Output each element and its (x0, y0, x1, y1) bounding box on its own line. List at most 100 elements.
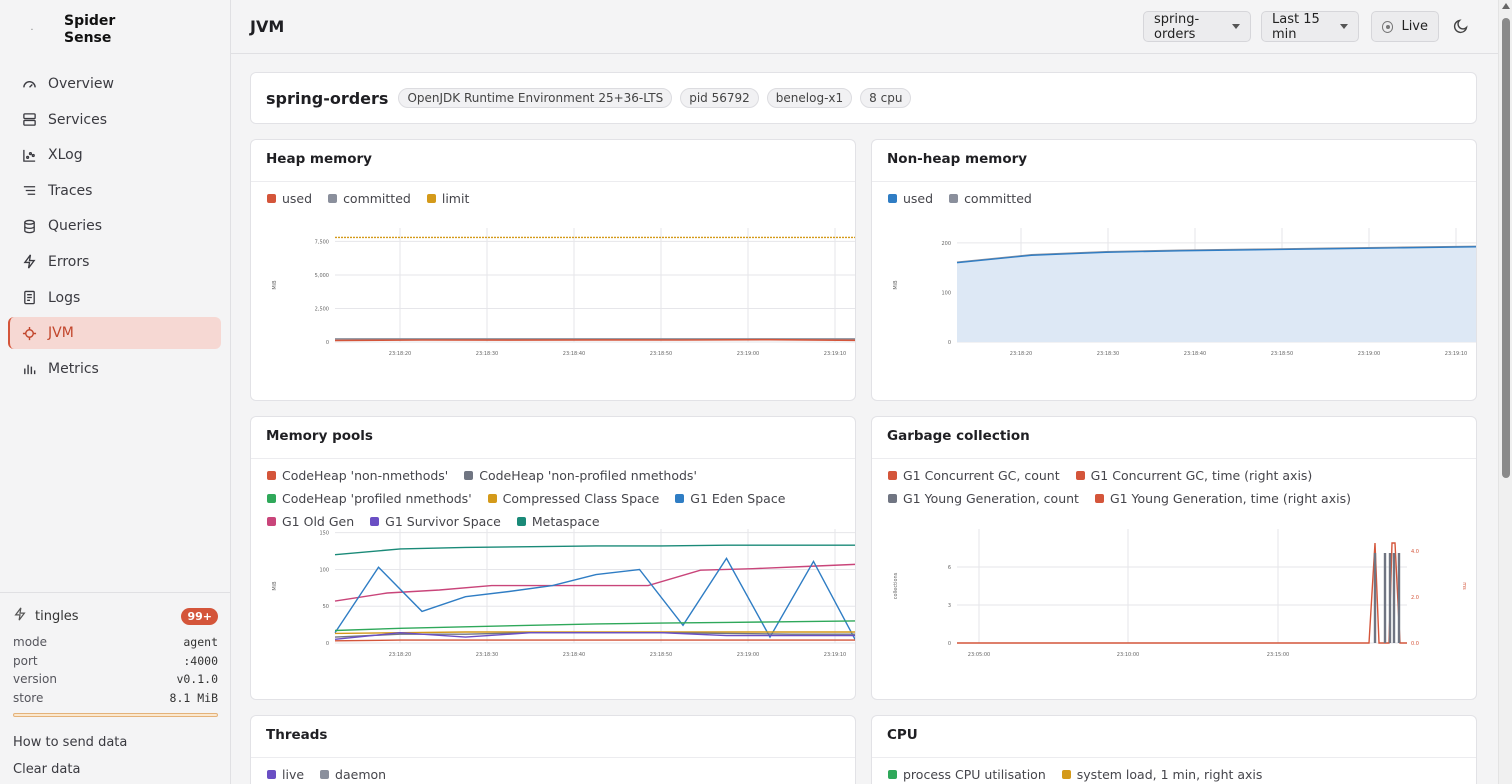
legend-label: live (282, 767, 305, 782)
y-axis-label: MiB (893, 280, 899, 290)
scrollbar-thumb[interactable] (1502, 18, 1510, 478)
legend-item[interactable]: G1 Concurrent GC, count (888, 467, 1060, 484)
legend-label: G1 Young Generation, count (903, 491, 1079, 506)
cpu-icon (21, 325, 37, 341)
mode-row: mode agent (13, 633, 218, 652)
scrollbar[interactable] (1498, 0, 1512, 784)
agent-status: tingles 99+ mode agent port:4000 version v… (0, 592, 231, 783)
y-tick-label: 100 (319, 567, 329, 573)
legend-item[interactable]: used (267, 190, 312, 207)
legend-item[interactable]: G1 Concurrent GC, time (right axis) (1075, 467, 1313, 484)
legend-item[interactable]: G1 Old Gen (267, 513, 354, 530)
series-line (334, 557, 855, 641)
legend-item[interactable]: committed (949, 190, 1032, 207)
legend-label: committed (343, 191, 411, 206)
y-tick-label: 0 (326, 340, 329, 346)
sidebar-nav: Overview Services XLog Traces Queries Er… (8, 68, 221, 388)
legend-item[interactable]: G1 Survivor Space (370, 513, 501, 530)
sidebar-item-label: Services (48, 111, 108, 128)
sidebar-item-label: Traces (48, 182, 93, 199)
sidebar-item-metrics[interactable]: Metrics (8, 353, 221, 385)
legend-item[interactable]: process CPU utilisation (888, 766, 1046, 783)
x-tick-label: 23:19:10 (824, 351, 846, 357)
chart-legend: used committed (888, 190, 1466, 207)
legend-item[interactable]: CodeHeap 'non-nmethods' (267, 467, 448, 484)
non-heap-chart[interactable]: 0 100 200 23:18:20 23:18:30 23:18:40 23:18:50 2… (872, 218, 1477, 368)
brand[interactable]: · Spider Sense (18, 12, 115, 48)
x-tick-label: 23:15:00 (1267, 652, 1289, 658)
time-range-value: Last 15 min (1272, 11, 1320, 42)
count-bar (1388, 553, 1392, 643)
legend-item[interactable]: G1 Young Generation, count (888, 490, 1079, 507)
garbage-collection-chart[interactable]: 0 3 6 23:05:00 23:10:00 23:15:00 collections 0.… (872, 519, 1477, 669)
legend-item[interactable]: live (267, 766, 304, 783)
sidebar-item-services[interactable]: Services (8, 104, 221, 136)
brand-line-2: Sense (64, 30, 112, 46)
legend-item[interactable]: G1 Young Generation, time (right axis) (1094, 490, 1351, 507)
x-tick-label: 23:18:40 (563, 351, 585, 357)
host-chip: benelog-x1 (766, 88, 853, 108)
y-tick-label: 50 (323, 604, 329, 610)
sidebar-item-overview[interactable]: Overview (8, 68, 221, 100)
clear-data-button[interactable]: Clear data (13, 762, 81, 777)
series-area (957, 246, 1476, 342)
legend-item[interactable]: system load, 1 min, right axis (1061, 766, 1262, 783)
legend-item[interactable]: used (888, 190, 933, 207)
sidebar-item-xlog[interactable]: XLog (8, 139, 221, 171)
service-select[interactable]: spring-orders (1143, 11, 1251, 42)
swatch (426, 194, 436, 203)
swatch (370, 517, 380, 526)
swatch (888, 770, 897, 779)
series-line (334, 544, 855, 556)
swatch (487, 494, 497, 503)
swatch (949, 194, 959, 203)
y-tick-label: 0 (948, 340, 951, 346)
legend-item[interactable]: CodeHeap 'profiled nmethods' (267, 490, 472, 507)
legend-label: G1 Concurrent GC, time (right axis) (1090, 468, 1313, 483)
divider (251, 181, 855, 182)
sidebar-item-label: Overview (48, 76, 114, 92)
heap-chart[interactable]: 0 2,500 5,000 7,500 23:18:20 23:18:30 23:18:40… (251, 218, 856, 368)
legend-item[interactable]: daemon (320, 766, 386, 783)
sidebar-item-errors[interactable]: Errors (8, 246, 221, 278)
chevron-down-icon (1232, 24, 1240, 29)
theme-toggle-moon-icon[interactable] (1453, 18, 1469, 38)
sidebar-item-logs[interactable]: Logs (8, 282, 221, 314)
scroll-up-arrow-icon[interactable] (1502, 3, 1510, 9)
y-tick-label: 7,500 (315, 239, 329, 245)
legend-label: G1 Young Generation, time (right axis) (1109, 491, 1351, 506)
chart-legend: live daemon (267, 766, 845, 783)
list-tree-icon (21, 183, 37, 199)
y2-tick-label: 2.0 (1411, 595, 1419, 601)
memory-pools-chart[interactable]: 0 50 100 150 23:18:20 23:18:30 23:18:40 23:18:5… (251, 519, 856, 669)
legend-label: CodeHeap 'non-nmethods' (282, 468, 449, 483)
chart-legend: used committed limit (267, 190, 845, 207)
legend-item[interactable]: Metaspace (516, 513, 600, 530)
agent-row[interactable]: tingles 99+ (13, 605, 218, 627)
sidebar-item-label: Queries (48, 218, 103, 235)
chart-legend: G1 Concurrent GC, count G1 Concurrent GC… (888, 467, 1466, 507)
legend-item[interactable]: committed (328, 190, 411, 207)
sidebar-item-jvm[interactable]: JVM (8, 317, 221, 350)
version-value: v0.1.0 (176, 672, 218, 687)
live-toggle[interactable]: Live (1371, 11, 1439, 42)
x-tick-label: 23:19:00 (737, 351, 759, 357)
legend-item[interactable]: Compressed Class Space (487, 490, 659, 507)
legend-item[interactable]: G1 Eden Space (675, 490, 785, 507)
sidebar-item-queries[interactable]: Queries (8, 210, 221, 242)
swatch (328, 194, 338, 203)
legend-item[interactable]: CodeHeap 'non-profiled nmethods' (464, 467, 697, 484)
swatch (888, 494, 897, 503)
logo-icon: · (30, 24, 34, 36)
how-to-send-data-link[interactable]: How to send data (13, 735, 128, 750)
legend-item[interactable]: limit (426, 190, 469, 207)
port-label: port (13, 653, 38, 668)
x-tick-label: 23:18:20 (389, 351, 411, 357)
x-tick-label: 23:18:50 (650, 652, 672, 658)
sidebar-item-traces[interactable]: Traces (8, 175, 221, 207)
time-range-select[interactable]: Last 15 min (1261, 11, 1359, 42)
version-label: version (13, 672, 57, 687)
legend-label: CodeHeap 'profiled nmethods' (282, 491, 472, 506)
x-tick-label: 23:18:50 (1271, 351, 1293, 357)
y-axis-label: collections (893, 572, 899, 599)
